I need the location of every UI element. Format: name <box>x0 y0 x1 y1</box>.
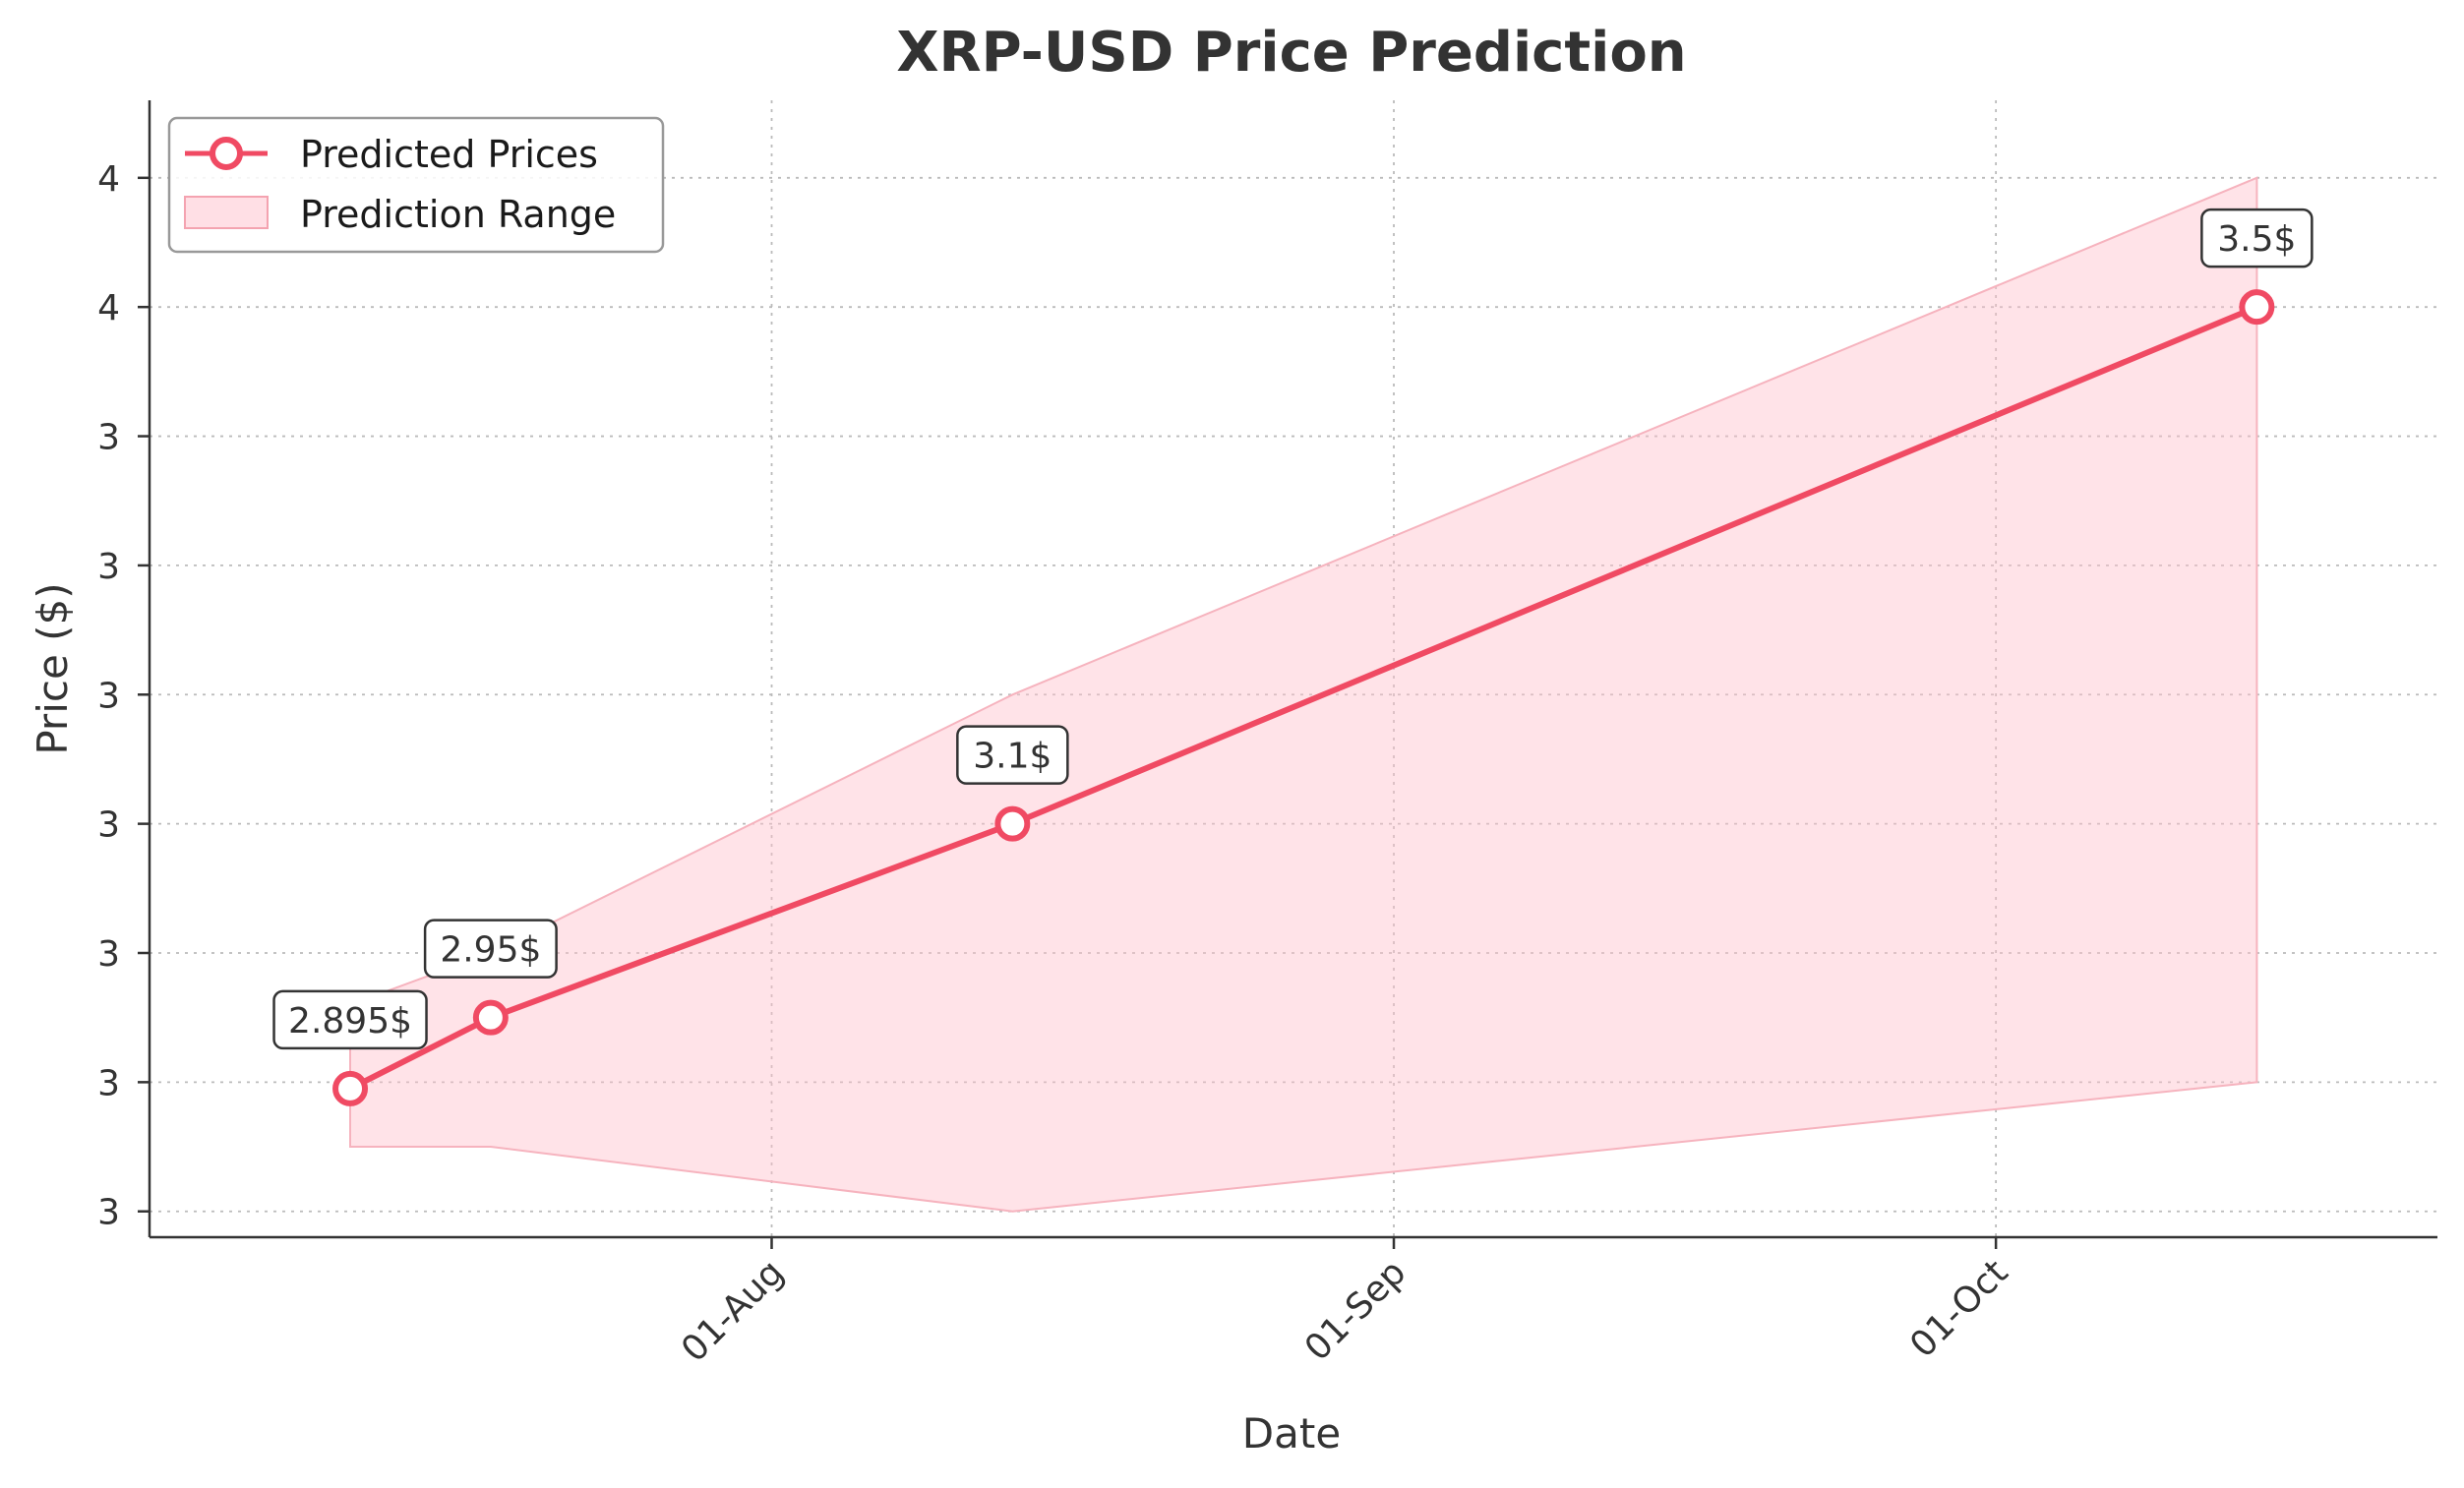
data-labels: 2.895$ 2.95$ 3.1$ 3.5$ <box>272 208 2314 1050</box>
predicted-price-marker <box>2239 289 2275 326</box>
legend-label-range: Prediction Range <box>300 193 616 236</box>
predicted-price-marker <box>472 999 509 1036</box>
data-label-box <box>956 725 1069 785</box>
y-tick-label: 3 <box>97 934 120 975</box>
data-label-box <box>2200 208 2314 268</box>
y-tick-label: 4 <box>97 159 120 200</box>
y-tick-label: 3 <box>97 805 120 846</box>
data-label: 2.895$ <box>288 1001 412 1042</box>
data-label: 3.5$ <box>2217 219 2296 260</box>
data-label-box <box>423 919 558 979</box>
data-label-box <box>272 989 428 1050</box>
y-tick-label: 3 <box>97 676 120 716</box>
chart-legend: Predicted Prices Prediction Range <box>167 116 665 254</box>
predicted-prices-line <box>348 304 2258 1092</box>
y-axis-ticks: 3 3 3 3 3 3 3 4 4 <box>97 159 150 1233</box>
predicted-prices-series <box>332 289 2275 1106</box>
y-tick-label: 3 <box>97 1193 120 1233</box>
legend-marker-swatch <box>210 137 243 170</box>
predicted-price-marker <box>994 805 1031 842</box>
y-tick-label: 3 <box>97 1063 120 1103</box>
data-label: 3.1$ <box>973 737 1052 777</box>
predicted-price-marker <box>332 1070 369 1106</box>
y-tick-label: 3 <box>97 418 120 458</box>
prediction-range-area <box>349 176 2258 1213</box>
prediction-range-band <box>349 176 2258 1213</box>
legend-frame <box>167 116 665 254</box>
y-tick-label: 3 <box>97 547 120 587</box>
legend-range-swatch <box>184 196 269 229</box>
chart-title: XRP-USD Price Prediction <box>896 21 1686 85</box>
y-tick-label: 4 <box>97 288 120 328</box>
x-axis-label: Date <box>1242 1409 1341 1458</box>
y-axis-label: Price ($) <box>29 582 77 754</box>
legend-label-predicted: Predicted Prices <box>300 133 598 176</box>
data-label: 2.95$ <box>440 930 541 971</box>
